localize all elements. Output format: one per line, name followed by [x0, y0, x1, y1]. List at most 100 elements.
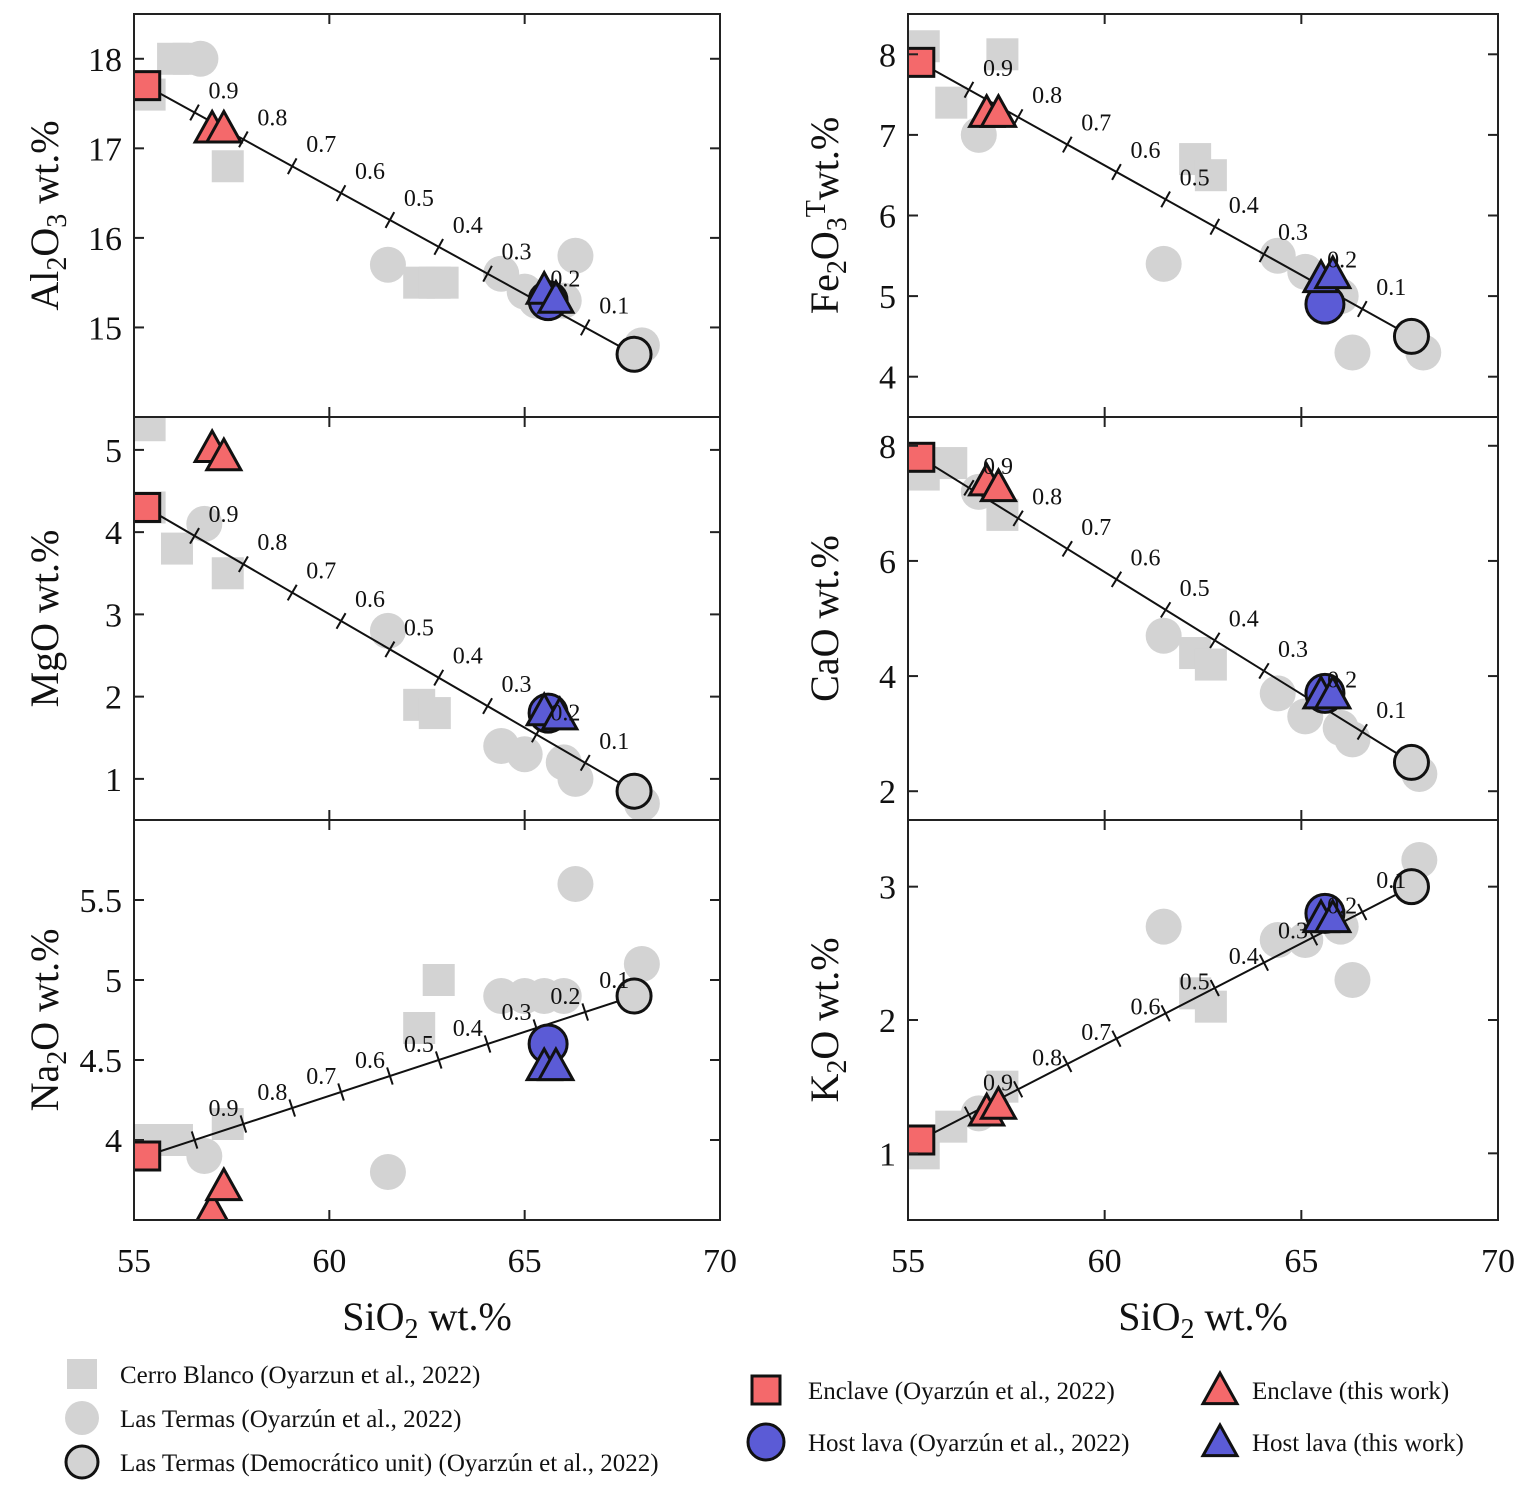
- legend-marker: [750, 1374, 782, 1406]
- cerro-blanco-point: [935, 447, 968, 480]
- y-tick-label: 3: [879, 870, 896, 907]
- x-tick-label: 70: [703, 1243, 737, 1280]
- host-lava-this-work-point: [536, 278, 576, 314]
- x-tick-label: 55: [117, 1243, 151, 1280]
- legend-marker: [64, 1444, 100, 1480]
- mixing-tick: [337, 1083, 345, 1101]
- mixing-label: 0.9: [209, 79, 239, 105]
- mixing-label: 0.7: [1081, 515, 1111, 541]
- mixing-tick: [1160, 601, 1172, 619]
- mixing-tick: [335, 612, 347, 630]
- mixing-tick: [433, 669, 445, 687]
- panel-k2o: 0.9 0.8 0.7 0.6 0.5 0.4 0.3 0.2 0.1 1 2 3 55 60 65 70 K2…: [802, 819, 1515, 1280]
- cerro-blanco-point: [1194, 648, 1227, 681]
- mixing-label: 0.1: [1376, 868, 1406, 894]
- cerro-blanco-point: [403, 1012, 436, 1044]
- mixing-label: 0.6: [1130, 545, 1160, 571]
- mixing-label: 0.2: [1327, 667, 1357, 693]
- mixing-tick: [1062, 1055, 1073, 1073]
- mixing-tick: [963, 81, 975, 99]
- y-axis-title: MgO wt.%: [22, 530, 67, 708]
- mixing-label: 0.3: [502, 672, 532, 698]
- enclave-oyarzun-point: [908, 1124, 936, 1156]
- mixing-label: 0.8: [257, 105, 287, 131]
- mixing-label: 0.7: [306, 559, 336, 585]
- mixing-tick: [1062, 136, 1073, 153]
- mixing-label: 0.6: [1130, 995, 1160, 1021]
- x-axis-title: SiO2 wt.%: [1118, 1294, 1288, 1345]
- mixing-tick: [1357, 903, 1368, 921]
- enclave-this-work-point: [978, 1084, 1019, 1120]
- x-axis-title: SiO2 wt.%: [342, 1294, 512, 1345]
- mixing-tick: [287, 157, 298, 175]
- mixing-tick: [1160, 1004, 1171, 1022]
- mixing-label: 0.2: [1327, 248, 1357, 274]
- y-tick-label: 16: [88, 221, 122, 258]
- host-lava-this-work-point: [540, 695, 580, 731]
- mixing-label: 0.2: [550, 984, 580, 1010]
- legend-item-host_oyarzun: Host lava (Oyarzún et al., 2022): [746, 1422, 1129, 1462]
- mixing-label: 0.5: [1180, 165, 1210, 191]
- mixing-tick: [189, 104, 200, 121]
- y-tick-label: 2: [879, 774, 896, 811]
- democratico-point: [1392, 868, 1430, 906]
- mixing-label: 0.4: [1229, 606, 1259, 632]
- democratico-point: [615, 977, 653, 1015]
- las-termas-point: [557, 866, 594, 902]
- mixing-label: 0.9: [983, 1071, 1013, 1097]
- y-tick-label: 2: [879, 1003, 896, 1040]
- mixing-tick: [963, 479, 975, 496]
- y-tick-label: 1: [879, 1136, 896, 1173]
- las-termas-point: [186, 1138, 223, 1174]
- las-termas-point: [369, 1154, 406, 1190]
- legend-label: Host lava (this work): [1252, 1430, 1464, 1457]
- plot-area-al2o3: [134, 40, 660, 373]
- x-tick-label: 65: [1284, 1243, 1318, 1280]
- mixing-label: 0.8: [257, 1080, 287, 1106]
- mixing-tick: [579, 754, 591, 772]
- cerro-blanco-point: [935, 86, 968, 119]
- y-axis-title: Na2O wt.%: [22, 929, 73, 1112]
- mixing-tick: [190, 1131, 199, 1149]
- legend-marker: [1200, 1369, 1240, 1406]
- mixing-label: 0.7: [1081, 111, 1111, 137]
- enclave-this-work-point: [978, 466, 1019, 503]
- plot-area-fe2o3: [908, 30, 1442, 371]
- mixing-tick: [288, 1099, 296, 1117]
- mixing-label: 0.7: [1081, 1020, 1111, 1046]
- cerro-blanco-point: [422, 964, 455, 996]
- legend-label: Cerro Blanco (Oyarzun et al., 2022): [120, 1362, 480, 1389]
- las-termas-point: [506, 736, 543, 773]
- mixing-label: 0.3: [502, 240, 532, 266]
- y-tick-label: 4.5: [80, 1043, 123, 1080]
- las-termas-point: [1145, 908, 1182, 945]
- mixing-tick: [384, 211, 396, 229]
- mixing-tick: [433, 238, 444, 256]
- mixing-label: 0.3: [1278, 220, 1308, 246]
- mixing-label: 0.2: [550, 700, 580, 726]
- mixing-tick: [580, 319, 591, 336]
- plot-area-mgo: [134, 417, 660, 820]
- enclave-oyarzun-point: [134, 491, 162, 523]
- mixing-tick: [483, 1035, 492, 1053]
- mixing-tick: [1111, 163, 1122, 181]
- las-termas-point: [369, 246, 406, 283]
- y-tick-label: 5: [105, 963, 122, 1000]
- mixing-tick: [482, 265, 493, 283]
- las-termas-point: [182, 40, 219, 77]
- mixing-tick: [1356, 723, 1368, 741]
- mixing-label: 0.5: [1180, 969, 1210, 995]
- mixing-label: 0.3: [502, 1000, 532, 1026]
- mixing-label: 0.9: [209, 502, 239, 528]
- las-termas-point: [1145, 617, 1182, 654]
- plot-area-k2o: [908, 842, 1438, 1170]
- cerro-blanco-point: [211, 1108, 244, 1140]
- legend-marker: [746, 1422, 786, 1462]
- y-tick-label: 3: [105, 597, 122, 634]
- cerro-blanco-point: [986, 38, 1019, 71]
- enclave-this-work-point: [204, 1165, 244, 1202]
- y-tick-label: 2: [105, 680, 122, 717]
- mixing-label: 0.1: [1376, 275, 1406, 301]
- y-tick-label: 5: [105, 433, 122, 470]
- panel-fe2o3: 0.9 0.8 0.7 0.6 0.5 0.4 0.3 0.2 0.1 4 5 6 7 8 Fe2O3Twt…: [801, 13, 1499, 418]
